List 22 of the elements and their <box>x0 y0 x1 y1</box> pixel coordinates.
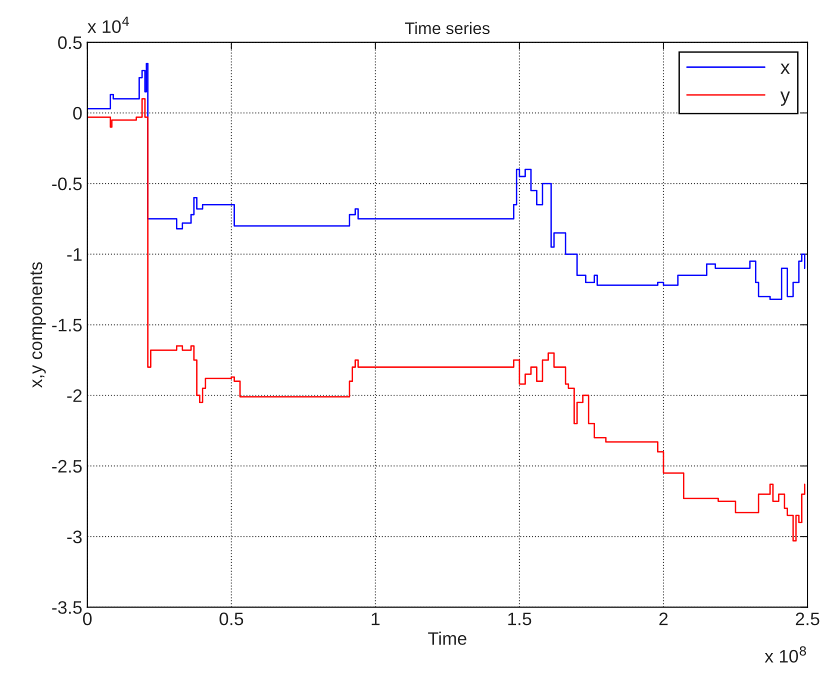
text: x 10$^{8}$ <box>764 646 806 663</box>
y-tick-label: -2 <box>67 389 82 402</box>
x-tick-label: 2.5 <box>796 612 820 626</box>
text: x 10$^{4}$ <box>88 16 129 34</box>
x-axis-title: Time <box>428 632 466 645</box>
y-tick-label: -1 <box>67 248 82 261</box>
legend-label: y <box>780 92 790 106</box>
legend-label: x <box>780 64 790 74</box>
y-tick-label: -3.5 <box>52 601 82 614</box>
y-tick-label: -2.5 <box>52 460 82 473</box>
y-tick-label: -1.5 <box>52 318 82 332</box>
y-axis-title: x,y components <box>30 262 46 388</box>
x-tick-label: 1 <box>372 612 380 626</box>
y-tick-label: -3 <box>67 530 82 544</box>
y-tick-label: 0.5 <box>58 36 82 50</box>
x-tick-label: 0.5 <box>220 612 244 626</box>
x-tick-label: 0 <box>83 612 92 626</box>
x-tick-label: 1.5 <box>508 612 532 626</box>
y-tick-label: 0 <box>73 106 82 120</box>
chart-title: Time series <box>405 22 490 34</box>
y-tick-label: -0.5 <box>52 177 82 190</box>
x-tick-label: 2 <box>659 612 668 626</box>
